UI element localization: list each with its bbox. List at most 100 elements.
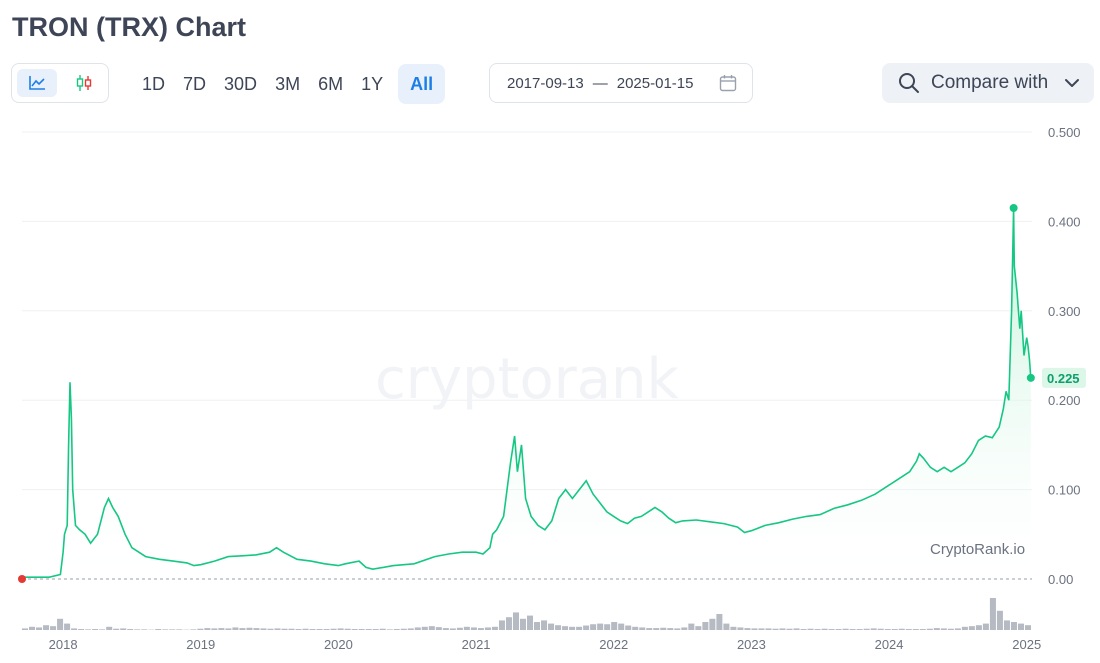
volume-bar [814,629,821,630]
volume-bar [99,629,106,630]
volume-bar [379,628,386,630]
volume-bar [926,628,933,630]
volume-bar [828,629,835,630]
volume-bar [85,629,92,630]
volume-bar [709,618,716,630]
price-chart[interactable]: cryptorank 0.225 CryptoRank.io 0.500 0.40… [0,120,1100,663]
volume-bar [548,623,555,630]
volume-bar [793,628,800,630]
peak-marker [1009,203,1018,212]
y-tick-label: 0.00 [1048,572,1073,587]
volume-bar [961,626,968,630]
volume-bar [113,628,120,630]
volume-bar [204,628,211,630]
volume-bar [1003,620,1010,630]
volume-bar [779,628,786,630]
date-range-picker[interactable]: 2017-09-13 — 2025-01-15 [489,63,753,103]
line-chart-button[interactable] [17,69,57,97]
calendar-icon[interactable] [719,74,737,92]
volume-bar [653,628,660,630]
x-tick-label: 2020 [324,637,353,652]
range-1y[interactable]: 1Y [361,74,384,94]
volume-bar [912,629,919,630]
volume-bar [449,628,456,630]
volume-bar [295,629,302,630]
volume-bar [625,625,632,630]
range-7d[interactable]: 7D [183,74,207,94]
volume-bar [835,629,842,630]
range-6m[interactable]: 6M [318,74,344,94]
volume-bar [527,615,534,630]
current-price-tag: 0.225 [1042,367,1086,388]
volume-bar [141,629,148,630]
y-tick-label: 0.200 [1048,393,1081,408]
volume-bar [730,626,737,630]
volume-bar [807,628,814,630]
range-1d[interactable]: 1D [142,74,166,94]
volume-bar [239,628,246,630]
volume-bar [758,628,765,630]
volume-bar [386,629,393,630]
date-start: 2017-09-13 [507,74,584,92]
volume-bar [463,626,470,630]
volume-bar [477,628,484,630]
volume-bar [225,628,232,630]
volume-bar [786,628,793,630]
volume-bar [849,629,856,630]
volume-bar [50,626,57,630]
volume-bar [169,629,176,630]
start-marker [18,575,26,583]
volume-bar [372,629,379,630]
y-tick-label: 0.500 [1048,125,1081,140]
volume-bar [639,627,646,630]
search-icon [899,73,919,93]
volume-bar [162,629,169,630]
volume-bar [358,629,365,630]
chart-type-toggle [11,63,109,103]
volume-bars [22,598,1031,630]
volume-bar [954,628,961,630]
x-tick-label: 2022 [599,637,628,652]
volume-bar [541,620,548,630]
volume-bar [519,618,526,630]
volume-bar [555,625,562,630]
volume-bar [877,628,884,630]
current-price-marker [1026,373,1035,382]
volume-bar [505,617,512,630]
volume-bar [632,626,639,630]
volume-bar [870,628,877,630]
volume-bar [695,626,702,630]
volume-bar [43,625,50,630]
volume-bar [365,629,372,630]
volume-bar [232,627,239,630]
volume-bar [737,627,744,630]
volume-bar [71,628,78,630]
range-all[interactable]: All [398,64,446,104]
volume-bar [562,626,569,630]
volume-bar [246,627,253,630]
volume-bar [681,627,688,630]
x-tick-label: 2024 [875,637,904,652]
volume-bar [1010,622,1017,630]
volume-bar [618,623,625,630]
volume-bar [919,629,926,630]
volume-bar [218,628,225,630]
cryptorank-watermark: cryptorank [375,347,680,412]
price-line [21,207,1032,578]
volume-bar [716,614,723,630]
volume-bar [947,628,954,630]
volume-bar [611,622,618,630]
time-range-selector: 1D 7D 30D 3M 6M 1Y All [133,64,446,104]
volume-bar [498,620,505,630]
x-tick-label: 2019 [186,637,215,652]
range-30d[interactable]: 30D [224,74,258,94]
volume-bar [723,623,730,630]
candlestick-button[interactable] [64,69,104,97]
compare-with-dropdown[interactable]: Compare with [882,63,1094,103]
x-tick-label: 2018 [49,637,78,652]
volume-bar [211,628,218,630]
chevron-down-icon [1065,79,1079,87]
volume-bar [751,628,758,630]
page-title: TRON (TRX) Chart [12,12,246,42]
range-3m[interactable]: 3M [275,74,301,94]
